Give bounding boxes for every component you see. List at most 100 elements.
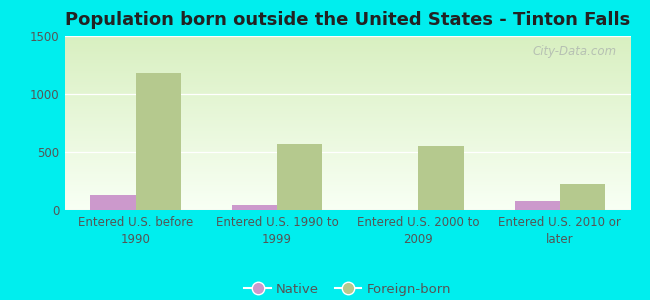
Bar — [136, 73, 181, 210]
Bar — [65, 100, 630, 101]
Bar — [65, 201, 630, 202]
Bar — [65, 102, 630, 103]
Bar — [65, 46, 630, 47]
Bar — [65, 196, 630, 197]
Bar — [65, 69, 630, 70]
Bar — [65, 126, 630, 127]
Bar — [65, 107, 630, 108]
Bar — [65, 124, 630, 125]
Title: Population born outside the United States - Tinton Falls: Population born outside the United State… — [65, 11, 630, 29]
Bar — [65, 36, 630, 37]
Bar — [65, 41, 630, 42]
Bar — [65, 73, 630, 74]
Bar — [65, 85, 630, 86]
Bar — [65, 192, 630, 193]
Bar — [65, 54, 630, 55]
Bar — [65, 193, 630, 194]
Bar — [65, 209, 630, 210]
Bar — [65, 114, 630, 115]
Bar — [65, 112, 630, 113]
Bar — [65, 79, 630, 80]
Bar — [515, 201, 560, 210]
Bar — [65, 165, 630, 166]
Bar — [65, 181, 630, 182]
Bar — [65, 90, 630, 91]
Bar — [65, 182, 630, 183]
Bar — [65, 49, 630, 50]
Bar — [65, 40, 630, 41]
Bar — [65, 66, 630, 67]
Bar — [65, 105, 630, 106]
Bar — [65, 78, 630, 79]
Bar — [65, 161, 630, 162]
Bar — [65, 77, 630, 78]
Bar — [65, 174, 630, 175]
Bar — [65, 64, 630, 65]
Bar — [65, 151, 630, 152]
Bar — [65, 98, 630, 99]
Bar — [65, 200, 630, 201]
Bar — [65, 194, 630, 195]
Bar — [65, 145, 630, 146]
Bar — [419, 146, 463, 210]
Bar — [65, 76, 630, 77]
Bar — [65, 55, 630, 56]
Bar — [65, 142, 630, 143]
Bar — [65, 51, 630, 52]
Bar — [65, 129, 630, 130]
Bar — [65, 104, 630, 105]
Bar — [65, 206, 630, 207]
Bar — [65, 176, 630, 177]
Bar — [65, 162, 630, 163]
Bar — [65, 178, 630, 179]
Bar — [65, 71, 630, 72]
Bar — [65, 153, 630, 154]
Bar — [65, 53, 630, 54]
Bar — [65, 130, 630, 131]
Bar — [65, 83, 630, 84]
Bar — [65, 170, 630, 171]
Bar — [65, 190, 630, 191]
Bar — [65, 99, 630, 100]
Bar — [65, 128, 630, 129]
Bar — [65, 44, 630, 45]
Bar — [65, 146, 630, 147]
Bar — [65, 195, 630, 196]
Bar — [65, 148, 630, 149]
Bar — [65, 74, 630, 75]
Bar — [65, 168, 630, 169]
Bar — [65, 183, 630, 184]
Bar — [65, 143, 630, 144]
Bar — [65, 187, 630, 188]
Bar — [65, 42, 630, 43]
Bar — [65, 86, 630, 87]
Bar — [65, 149, 630, 150]
Text: City-Data.com: City-Data.com — [532, 45, 616, 58]
Bar — [65, 144, 630, 145]
Bar — [277, 144, 322, 210]
Bar — [65, 65, 630, 66]
Bar — [65, 135, 630, 136]
Bar — [65, 204, 630, 205]
Bar — [65, 43, 630, 44]
Bar — [65, 48, 630, 49]
Bar — [65, 63, 630, 64]
Bar — [65, 167, 630, 168]
Bar — [65, 72, 630, 73]
Bar — [65, 177, 630, 178]
Bar — [65, 116, 630, 117]
Bar — [65, 50, 630, 51]
Bar — [560, 184, 605, 210]
Bar — [65, 123, 630, 124]
Bar — [65, 160, 630, 161]
Bar — [65, 155, 630, 156]
Bar — [65, 159, 630, 160]
Bar — [65, 202, 630, 203]
Bar — [65, 103, 630, 104]
Bar — [65, 62, 630, 63]
Bar — [65, 38, 630, 39]
Bar — [65, 96, 630, 97]
Bar — [65, 208, 630, 209]
Bar — [65, 82, 630, 83]
Bar — [65, 188, 630, 189]
